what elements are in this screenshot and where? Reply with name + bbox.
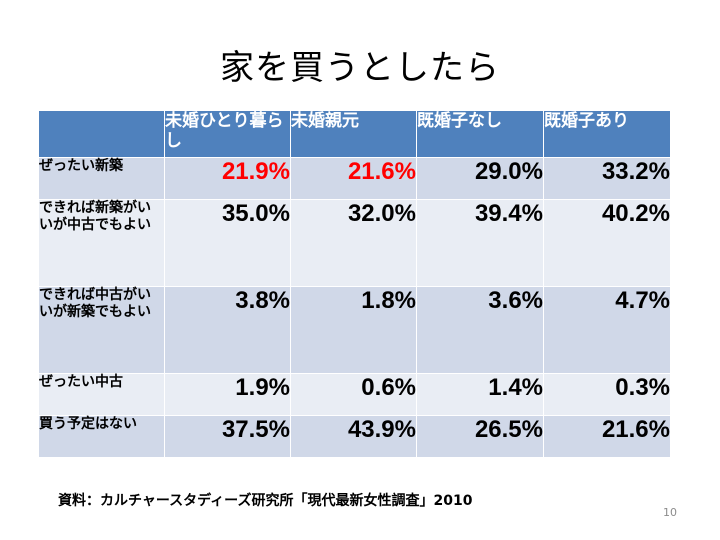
header-cell-married-with-kids: 既婚子あり bbox=[543, 110, 671, 158]
row-label: ぜったい中古 bbox=[38, 373, 165, 416]
table-cell: 3.8% bbox=[164, 286, 291, 374]
table-cell: 35.0% bbox=[164, 199, 291, 287]
survey-table: 未婚ひとり暮らし 未婚親元 既婚子なし 既婚子あり ぜったい新築 21.9% 2… bbox=[38, 110, 671, 458]
table-cell: 26.5% bbox=[416, 415, 544, 458]
table-cell: 1.9% bbox=[164, 373, 291, 416]
row-label: できれば新築がいいが中古でもよい bbox=[38, 199, 165, 287]
table-cell: 43.9% bbox=[290, 415, 417, 458]
header-cell-single-alone: 未婚ひとり暮らし bbox=[164, 110, 291, 158]
table-header-row: 未婚ひとり暮らし 未婚親元 既婚子なし 既婚子あり bbox=[38, 110, 671, 158]
table-cell: 4.7% bbox=[543, 286, 671, 374]
table-cell: 3.6% bbox=[416, 286, 544, 374]
row-label: 買う予定はない bbox=[38, 415, 165, 458]
table-cell: 1.8% bbox=[290, 286, 417, 374]
table-cell: 0.6% bbox=[290, 373, 417, 416]
row-label: できれば中古がいいが新築でもよい bbox=[38, 286, 165, 374]
table-row: 買う予定はない 37.5% 43.9% 26.5% 21.6% bbox=[38, 415, 671, 458]
table-cell: 21.6% bbox=[290, 157, 417, 200]
table-row: できれば新築がいいが中古でもよい 35.0% 32.0% 39.4% 40.2% bbox=[38, 199, 671, 287]
table-row: ぜったい新築 21.9% 21.6% 29.0% 33.2% bbox=[38, 157, 671, 200]
table-row: できれば中古がいいが新築でもよい 3.8% 1.8% 3.6% 4.7% bbox=[38, 286, 671, 374]
source-citation: 資料：カルチャースタディーズ研究所「現代最新女性調査」2010 bbox=[58, 493, 473, 509]
header-cell-single-with-parents: 未婚親元 bbox=[290, 110, 417, 158]
slide-title: 家を買うとしたら bbox=[220, 48, 500, 88]
table-cell: 0.3% bbox=[543, 373, 671, 416]
table-cell: 29.0% bbox=[416, 157, 544, 200]
table-cell: 32.0% bbox=[290, 199, 417, 287]
page-number: 10 bbox=[663, 506, 677, 519]
table-cell: 33.2% bbox=[543, 157, 671, 200]
header-cell-married-no-kids: 既婚子なし bbox=[416, 110, 544, 158]
table-cell: 1.4% bbox=[416, 373, 544, 416]
table-cell: 39.4% bbox=[416, 199, 544, 287]
table-cell: 40.2% bbox=[543, 199, 671, 287]
table-cell: 21.6% bbox=[543, 415, 671, 458]
row-label: ぜったい新築 bbox=[38, 157, 165, 200]
table-cell: 21.9% bbox=[164, 157, 291, 200]
header-cell-empty bbox=[38, 110, 165, 158]
table-row: ぜったい中古 1.9% 0.6% 1.4% 0.3% bbox=[38, 373, 671, 416]
table-cell: 37.5% bbox=[164, 415, 291, 458]
